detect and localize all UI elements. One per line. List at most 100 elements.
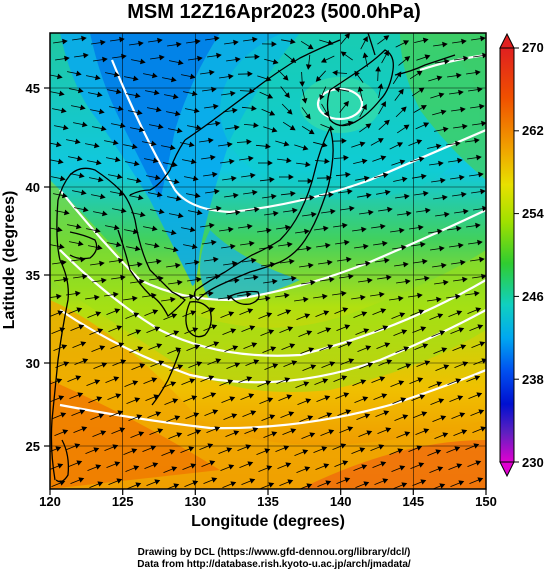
wind-arrow-head bbox=[177, 59, 184, 66]
wind-arrow-head bbox=[269, 414, 276, 420]
wind-arrow-head bbox=[155, 411, 162, 417]
wind-arrow-head bbox=[307, 415, 314, 421]
y-tick-35: 35 bbox=[26, 268, 40, 283]
wind-arrow-head bbox=[58, 243, 65, 250]
wind-arrow-head bbox=[380, 155, 387, 161]
wind-arrow-head bbox=[248, 155, 254, 162]
wind-arrow-head bbox=[100, 39, 106, 46]
wind-arrow-head bbox=[304, 466, 311, 472]
wind-arrow-head bbox=[132, 75, 139, 82]
wind-arrow-head bbox=[214, 188, 220, 195]
wind-arrow-head bbox=[403, 346, 410, 352]
x-tick-150: 150 bbox=[475, 494, 497, 509]
wind-arrow-head bbox=[458, 327, 465, 333]
wind-arrow-head bbox=[171, 466, 178, 472]
wind-arrow-head bbox=[401, 244, 407, 251]
wind-arrow-head bbox=[135, 329, 142, 335]
wind-arrow-head bbox=[340, 51, 347, 57]
wind-arrow-head bbox=[359, 447, 366, 453]
wind-arrow-head bbox=[95, 311, 102, 317]
wind-arrow-head bbox=[209, 307, 216, 313]
wind-arrow-head bbox=[151, 377, 158, 383]
wind-arrow-head bbox=[425, 207, 431, 214]
wind-arrow-head bbox=[139, 363, 146, 369]
x-tick-140: 140 bbox=[330, 494, 352, 509]
wind-arrow-head bbox=[362, 396, 369, 402]
wind-arrow-head bbox=[138, 126, 145, 133]
wind-arrow-head bbox=[367, 362, 374, 368]
wind-arrow-head bbox=[58, 395, 65, 401]
wind-arrow-head bbox=[417, 292, 423, 299]
wind-arrow-head bbox=[230, 90, 236, 97]
wind-arrow-head bbox=[398, 380, 405, 386]
wind-arrow-head bbox=[347, 426, 354, 432]
wind-arrow-head bbox=[456, 72, 462, 79]
wind-arrow-head bbox=[473, 443, 480, 449]
wind-arrow-head bbox=[319, 94, 325, 101]
wind-arrow-head bbox=[62, 124, 69, 131]
wind-arrow-head bbox=[360, 379, 367, 385]
wind-arrow-head bbox=[299, 81, 305, 87]
wind-arrow-head bbox=[78, 172, 85, 179]
wind-arrow-head bbox=[113, 291, 119, 298]
wind-arrow-head bbox=[397, 448, 404, 454]
y-tick-25: 25 bbox=[26, 439, 40, 454]
wind-arrow-head bbox=[79, 104, 86, 111]
y-tick-30: 30 bbox=[26, 356, 40, 371]
wind-arrow-head bbox=[94, 227, 101, 234]
wind-arrow-head bbox=[152, 309, 159, 315]
wind-arrow-head bbox=[100, 430, 107, 436]
wind-arrow-head bbox=[97, 176, 104, 183]
wind-arrow-head bbox=[189, 293, 195, 300]
wind-arrow-head bbox=[254, 54, 260, 60]
wind-arrow-head bbox=[367, 277, 373, 284]
wind-arrow-head bbox=[443, 364, 450, 370]
y-tick-40: 40 bbox=[26, 180, 40, 195]
wind-arrow-head bbox=[268, 482, 275, 488]
wind-arrow-head bbox=[305, 113, 311, 120]
wind-arrow-head bbox=[315, 76, 322, 82]
wind-arrow-head bbox=[234, 277, 240, 284]
wind-arrow-head bbox=[380, 223, 386, 230]
wind-arrow-head bbox=[116, 478, 123, 484]
wind-arrow-head bbox=[101, 362, 108, 368]
wind-arrow-head bbox=[308, 128, 315, 135]
wind-arrow-head bbox=[210, 154, 216, 161]
wind-arrow-head bbox=[150, 445, 157, 451]
wind-arrow-head bbox=[341, 138, 347, 144]
wind-arrow-head bbox=[328, 191, 334, 198]
wind-arrow-head bbox=[424, 360, 431, 366]
wind-arrow-head bbox=[116, 173, 123, 180]
wind-arrow-head bbox=[150, 140, 157, 147]
wind-arrow-head bbox=[176, 41, 182, 48]
wind-arrow-head bbox=[232, 107, 238, 114]
wind-arrow-head bbox=[357, 86, 364, 93]
wind-arrow-head bbox=[308, 262, 314, 269]
wind-arrow-head bbox=[77, 240, 84, 247]
wind-arrow-head bbox=[307, 178, 313, 184]
wind-arrow-head bbox=[80, 189, 87, 196]
wind-arrow-head bbox=[343, 154, 349, 161]
wind-arrow-head bbox=[76, 155, 83, 162]
wind-arrow-head bbox=[302, 449, 309, 455]
wind-arrow-head bbox=[76, 307, 83, 313]
wind-arrow-head bbox=[475, 69, 481, 76]
wind-arrow-head bbox=[438, 92, 445, 98]
wind-arrow-head bbox=[382, 325, 389, 331]
wind-arrow-head bbox=[175, 195, 182, 202]
wind-arrow-head bbox=[342, 460, 349, 466]
wind-arrow-head bbox=[397, 142, 404, 148]
wind-arrow-head bbox=[377, 138, 384, 144]
wind-arrow-head bbox=[344, 324, 351, 330]
wind-arrow-head bbox=[113, 224, 120, 231]
footer-credit-drawing: Drawing by DCL (https://www.gfd-dennou.o… bbox=[137, 547, 411, 558]
wind-arrow-head bbox=[305, 161, 311, 168]
wind-arrow-head bbox=[272, 278, 278, 285]
wind-arrow-head bbox=[304, 228, 310, 235]
wind-arrow-head bbox=[405, 278, 411, 285]
x-tick-125: 125 bbox=[112, 494, 134, 509]
wind-arrow-head bbox=[159, 54, 165, 61]
wind-arrow-head bbox=[114, 308, 121, 314]
wind-arrow-head bbox=[286, 157, 292, 164]
wind-arrow-head bbox=[268, 329, 275, 335]
